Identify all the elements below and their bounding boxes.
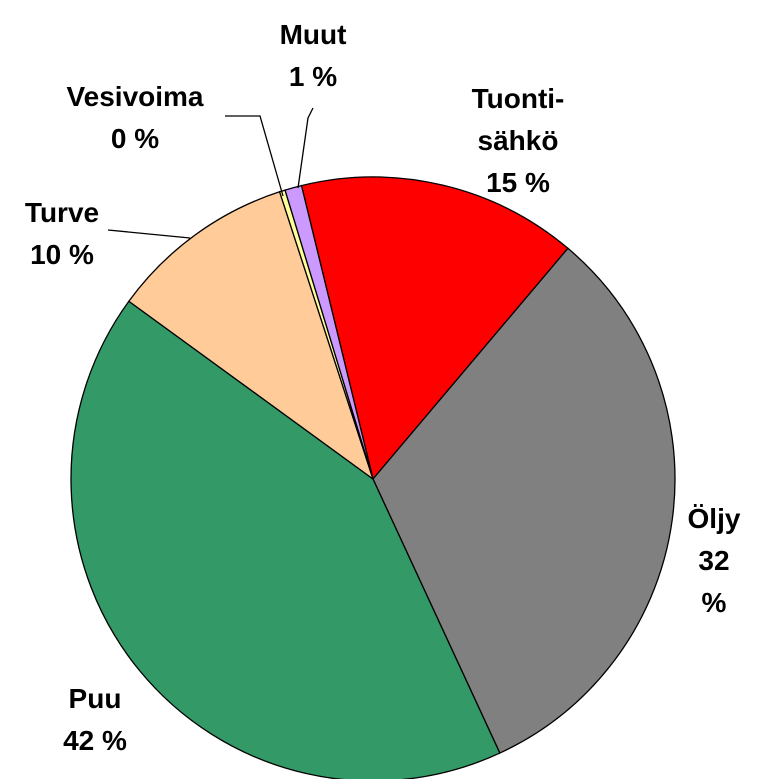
value-label: 32 % — [698, 545, 730, 618]
pie-slice — [127, 190, 375, 481]
slice-label: Muut 1 % — [280, 14, 347, 98]
leader-line — [225, 115, 284, 197]
pie-slice — [372, 247, 676, 754]
leader-line — [107, 229, 191, 239]
pie-slice — [284, 184, 374, 480]
pie-slice — [300, 176, 569, 481]
value-label: 15 % — [486, 167, 550, 198]
slice-label: Vesivoima 0 % — [67, 76, 204, 160]
category-label: Tuonti- sähkö — [471, 83, 565, 156]
category-label: Muut — [279, 19, 347, 50]
value-label: 42 % — [63, 725, 127, 756]
value-label: 10 % — [30, 239, 94, 270]
slice-label: Öljy 32 % — [687, 498, 742, 624]
category-label: Puu — [68, 683, 122, 714]
slice-label: Turve 10 % — [25, 192, 99, 276]
category-label: Turve — [24, 197, 100, 228]
slice-label: Tuonti- sähkö 15 % — [472, 78, 565, 204]
leader-line — [297, 107, 314, 189]
slice-label: Puu 42 % — [63, 678, 127, 762]
value-label: 0 % — [110, 123, 160, 154]
category-label: Öljy — [687, 503, 741, 534]
pie-slice — [70, 300, 501, 779]
category-label: Vesivoima — [66, 81, 204, 112]
value-label: 1 % — [288, 61, 338, 92]
